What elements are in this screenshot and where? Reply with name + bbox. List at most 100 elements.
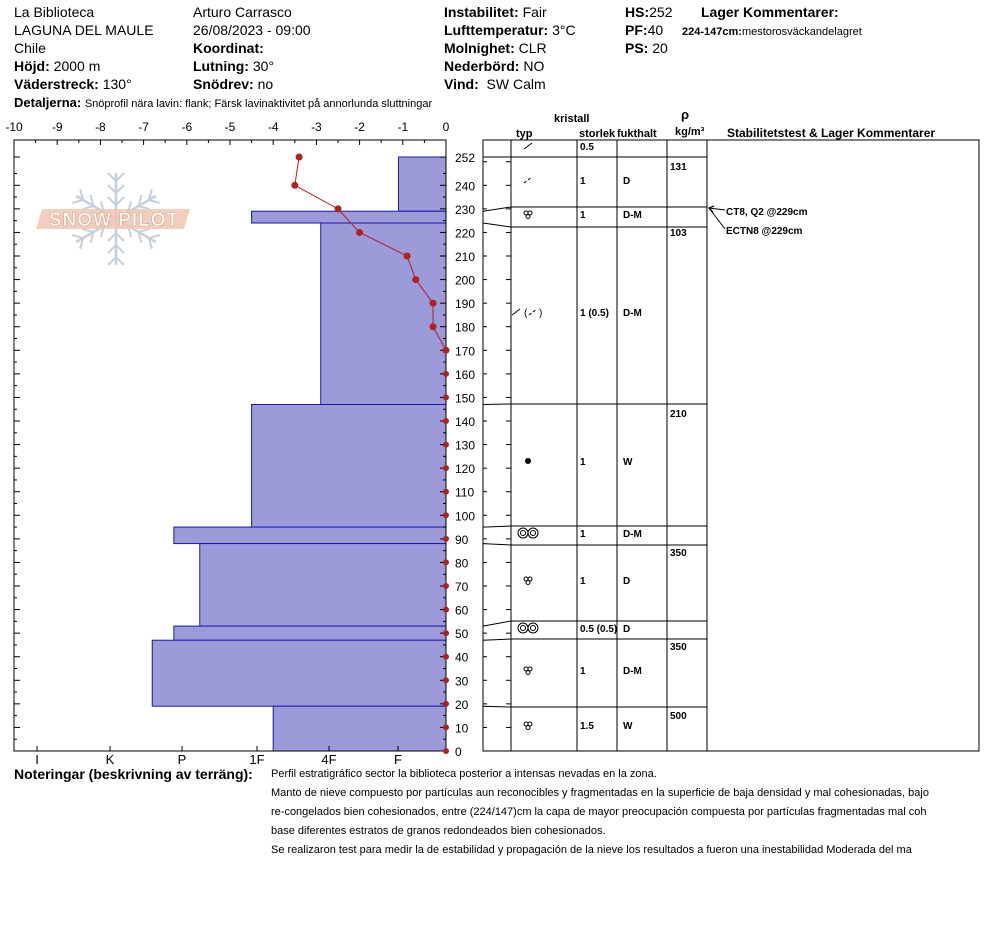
temperature-point [403, 252, 411, 260]
precip-label: Nederbörd: [444, 58, 520, 74]
layer-density: 131 [670, 162, 687, 173]
type-header: typ [516, 128, 533, 140]
temperature-axis-dot [443, 583, 449, 590]
hardness-bar [173, 526, 447, 545]
stability-test-label: CT8, Q2 @229cm [726, 207, 808, 218]
hardness-tick-label: 4F [321, 752, 336, 767]
details-text: Snöprofil nära lavin: flank; Färsk lavin… [84, 98, 433, 110]
temperature-axis-dot [443, 370, 449, 377]
height-tick-label: 120 [455, 462, 475, 476]
layer-size: 1 [580, 176, 586, 187]
height-tick-label: 110 [455, 486, 474, 500]
hs-value: 252 [649, 4, 673, 20]
snowflake-logo-icon: SNOW PILOT [36, 172, 190, 266]
hs-label: HS: [625, 4, 650, 20]
temperature-axis-dot [443, 559, 449, 566]
height-tick-label: 252 [455, 151, 475, 165]
grain-rounded-faceted-icon [523, 666, 533, 675]
layer-comment-range: 224-147cm: [682, 26, 742, 38]
layer-moisture: D-M [623, 308, 642, 319]
height-tick-label: 50 [455, 627, 469, 641]
height-tick-label: 20 [455, 698, 469, 712]
temp-tick-label: -3 [311, 120, 322, 134]
moisture-header: fukthalt [617, 128, 657, 140]
notes-line: re-congelados bien cohesionados, entre (… [271, 806, 927, 818]
height-tick-label: 0 [455, 745, 462, 759]
grain-rounded-faceted-icon [523, 210, 533, 219]
temperature-axis-dot [443, 488, 449, 495]
logo-banner [36, 209, 190, 229]
layer-moisture: W [623, 457, 633, 468]
temperature-point [412, 276, 420, 284]
layer-moisture: W [623, 721, 633, 732]
layer-boundary [482, 620, 707, 627]
layer-density: 350 [670, 642, 687, 653]
wind-value: SW Calm [486, 76, 546, 92]
height-tick-label: 100 [455, 509, 475, 523]
ps-row: PS: 20 [625, 40, 668, 56]
temperature-axis-dot [443, 748, 449, 754]
temperature-axis-dot [443, 441, 449, 448]
instability-label: Instabilitet: [444, 4, 519, 20]
layer-boundary [482, 222, 707, 228]
stability-test-label: ECTN8 @229cm [726, 226, 803, 237]
aspect-label: Väderstreck: [14, 76, 99, 92]
layer-size: 1 (0.5) [580, 308, 609, 319]
grain-rounded-faceted-icon [523, 576, 533, 585]
grain-rounded-faceted-open-icon [523, 721, 533, 730]
hardness-bar [173, 625, 447, 641]
layer-table-frame [482, 139, 980, 752]
height-tick-label: 30 [455, 674, 469, 688]
height-tick-label: 200 [455, 274, 475, 288]
height-tick-label: 160 [455, 368, 475, 382]
temperature-point [429, 323, 437, 331]
temperature-point [291, 181, 299, 189]
pf-value: 40 [647, 22, 664, 38]
height-tick-label: 170 [455, 344, 475, 358]
drift-label: Snödrev: [193, 76, 254, 92]
height-tick-label: 220 [455, 226, 475, 240]
temperature-point [429, 299, 437, 307]
stability-arrowhead [708, 205, 715, 213]
layer-boundary [482, 206, 707, 212]
temp-tick-label: -4 [268, 120, 279, 134]
temp-tick-label: 0 [443, 120, 450, 134]
wind-row: Vind: SW Calm [444, 76, 546, 92]
grain-melt-clusters-icon [517, 527, 539, 539]
height-tick-label: 40 [455, 651, 469, 665]
height-tick-label: 190 [455, 297, 475, 311]
temperature-axis-dot [443, 465, 449, 472]
area-name: LAGUNA DEL MAULE [14, 22, 154, 38]
temperature-axis-dot [443, 653, 449, 660]
location-name: La Biblioteca [14, 4, 95, 20]
layer-boundary [482, 403, 707, 406]
slope-value: 30° [252, 58, 275, 74]
temperature-axis-dot [443, 724, 449, 731]
temperature-axis-dot [443, 677, 449, 684]
temp-tick-label: -9 [52, 120, 63, 134]
hardness-tick-label: I [35, 752, 39, 767]
temperature-axis-dot [443, 535, 449, 542]
temperature-axis-dot [443, 700, 449, 707]
density-unit-header: kg/m³ [675, 126, 705, 138]
hardness-bar [199, 543, 447, 627]
hardness-bar [320, 222, 447, 406]
size-header: storlek [579, 128, 616, 140]
layer-density: 500 [670, 711, 687, 722]
temperature-axis-dot [443, 394, 449, 401]
layer-moisture: D-M [623, 529, 642, 540]
height-tick-label: 140 [455, 415, 475, 429]
logo-text: SNOW PILOT [49, 210, 179, 231]
layer-moisture: D [623, 176, 630, 187]
pf-row: PF:40 [625, 22, 663, 38]
layer-moisture: D-M [623, 210, 642, 221]
wind-label: Vind: [444, 76, 479, 92]
observer-name: Arturo Carrasco [193, 4, 292, 20]
stability-header: Stabilitetstest & Lager Kommentarer [727, 126, 936, 140]
hardness-tick-label: P [178, 752, 187, 767]
layer-size: 0.5 [580, 142, 594, 153]
layer-boundary [482, 525, 707, 528]
airtemp-row: Lufttemperatur: 3°C [444, 22, 576, 38]
notes-label: Noteringar (beskrivning av terräng): [14, 766, 253, 782]
